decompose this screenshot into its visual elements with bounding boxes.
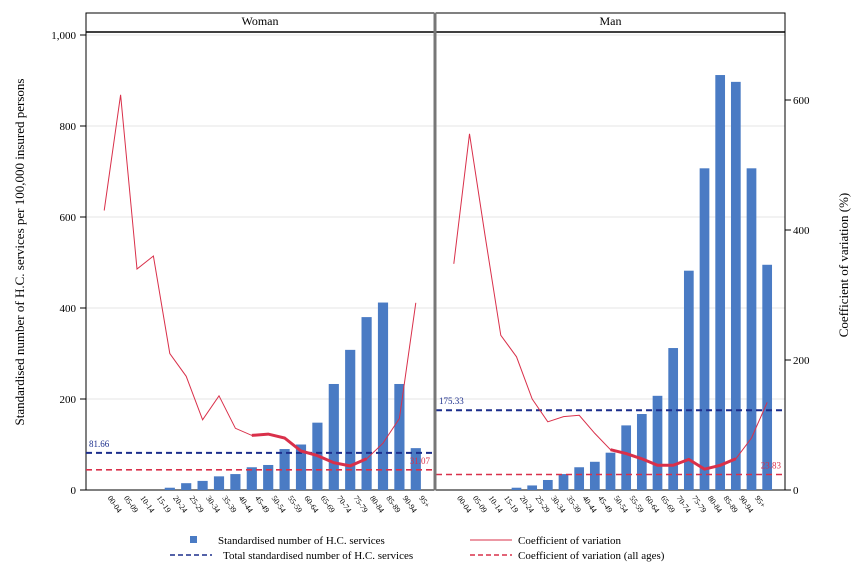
x-tick-label: 65-69 bbox=[319, 494, 337, 514]
legend-swatch-bar bbox=[190, 536, 197, 543]
x-tick-label: 45-49 bbox=[253, 494, 271, 514]
y-tick-label-right: 0 bbox=[793, 485, 799, 497]
legend-label: Coefficient of variation (all ages) bbox=[518, 550, 665, 562]
cv-all-ages-label: 23.83 bbox=[761, 461, 782, 471]
x-tick-label: 75-79 bbox=[352, 494, 370, 514]
bar bbox=[715, 75, 726, 490]
x-tick-label: 05-09 bbox=[122, 494, 140, 514]
y-tick-label-right: 200 bbox=[793, 355, 810, 367]
bar bbox=[527, 485, 538, 490]
bar bbox=[621, 425, 632, 490]
x-tick-label: 75-79 bbox=[690, 494, 708, 514]
x-tick-label: 50-54 bbox=[270, 494, 288, 514]
x-tick-label: 25-29 bbox=[188, 494, 206, 514]
x-tick-label: 10-14 bbox=[487, 494, 505, 514]
bar bbox=[361, 317, 372, 490]
panel-title: Woman bbox=[241, 14, 278, 28]
bar bbox=[181, 483, 192, 490]
x-tick-label: 35-39 bbox=[220, 494, 238, 514]
bar bbox=[328, 383, 339, 490]
x-tick-label: 65-69 bbox=[659, 494, 677, 514]
x-tick-label: 70-74 bbox=[335, 494, 353, 514]
bar bbox=[164, 487, 175, 490]
x-tick-label: 10-14 bbox=[138, 494, 156, 514]
x-tick-label: 45-49 bbox=[596, 494, 614, 514]
y-tick-label-left: 200 bbox=[60, 394, 77, 406]
bar bbox=[394, 383, 405, 490]
x-tick-label: 00-04 bbox=[106, 494, 124, 514]
bar bbox=[246, 467, 257, 490]
x-tick-label: 20-24 bbox=[171, 494, 189, 514]
bar bbox=[279, 449, 290, 490]
x-tick-label: 30-34 bbox=[204, 494, 222, 514]
y-axis-label-left: Standardised number of H.C. services per… bbox=[12, 79, 27, 426]
bar bbox=[410, 448, 421, 490]
x-tick-label: 20-24 bbox=[518, 494, 536, 514]
bar bbox=[574, 467, 585, 490]
bar bbox=[558, 474, 569, 490]
bar bbox=[589, 461, 600, 490]
cv-line-bold bbox=[251, 432, 368, 468]
x-tick-label: 85-89 bbox=[722, 494, 740, 514]
bar bbox=[605, 452, 616, 490]
y-tick-label-left: 400 bbox=[60, 303, 77, 315]
y-axis-label-right: Coefficient of variation (%) bbox=[836, 193, 851, 338]
x-tick-label: 90-94 bbox=[401, 494, 419, 514]
bar bbox=[683, 270, 694, 490]
bar bbox=[230, 474, 241, 490]
bar bbox=[197, 480, 208, 490]
x-tick-label: 15-19 bbox=[502, 494, 520, 514]
bar bbox=[746, 168, 757, 490]
y-tick-label-left: 0 bbox=[71, 485, 77, 497]
y-tick-label-right: 600 bbox=[793, 95, 810, 107]
bar bbox=[652, 395, 663, 490]
x-tick-label: 40-44 bbox=[581, 494, 599, 514]
x-tick-label: 15-19 bbox=[155, 494, 173, 514]
x-tick-label: 80-84 bbox=[368, 494, 386, 514]
y-tick-label-left: 1,000 bbox=[51, 30, 76, 42]
total-label: 81.66 bbox=[89, 439, 110, 449]
x-tick-label: 35-39 bbox=[565, 494, 583, 514]
x-tick-label: 25-29 bbox=[534, 494, 552, 514]
y-tick-label-left: 800 bbox=[60, 121, 77, 133]
bar bbox=[345, 349, 356, 490]
x-tick-label: 30-34 bbox=[549, 494, 567, 514]
y-tick-label-left: 600 bbox=[60, 212, 77, 224]
bar bbox=[668, 348, 679, 490]
y-tick-label-right: 400 bbox=[793, 225, 810, 237]
legend-label: Coefficient of variation bbox=[518, 535, 622, 547]
cv-all-ages-label: 31.07 bbox=[410, 456, 431, 466]
x-tick-label: 60-64 bbox=[302, 494, 320, 514]
total-label: 175.33 bbox=[439, 396, 464, 406]
bar bbox=[377, 302, 389, 490]
bar bbox=[263, 464, 274, 490]
x-tick-label: 90-94 bbox=[737, 494, 755, 514]
bar bbox=[542, 479, 553, 490]
x-tick-label: 85-89 bbox=[384, 494, 402, 514]
bar bbox=[213, 476, 225, 490]
bar bbox=[762, 264, 773, 490]
legend-label: Total standardised number of H.C. servic… bbox=[223, 550, 413, 562]
x-tick-label: 05-09 bbox=[471, 494, 489, 514]
bar bbox=[295, 444, 307, 490]
x-tick-label: 40-44 bbox=[237, 494, 255, 514]
x-tick-label: 55-59 bbox=[286, 494, 304, 514]
x-tick-label: 55-59 bbox=[628, 494, 646, 514]
x-tick-label: 60-64 bbox=[643, 494, 661, 514]
bar bbox=[699, 168, 710, 490]
x-tick-label: 50-54 bbox=[612, 494, 630, 514]
x-tick-label: 95+ bbox=[417, 494, 432, 510]
bar bbox=[636, 414, 647, 490]
x-tick-label: 70-74 bbox=[675, 494, 693, 514]
x-tick-label: 00-04 bbox=[455, 494, 473, 514]
bar bbox=[730, 81, 741, 491]
cv-line-bold bbox=[610, 448, 737, 471]
panel-title: Man bbox=[600, 14, 622, 28]
legend-label: Standardised number of H.C. services bbox=[218, 535, 385, 547]
x-tick-label: 80-84 bbox=[706, 494, 724, 514]
bar bbox=[511, 487, 522, 490]
